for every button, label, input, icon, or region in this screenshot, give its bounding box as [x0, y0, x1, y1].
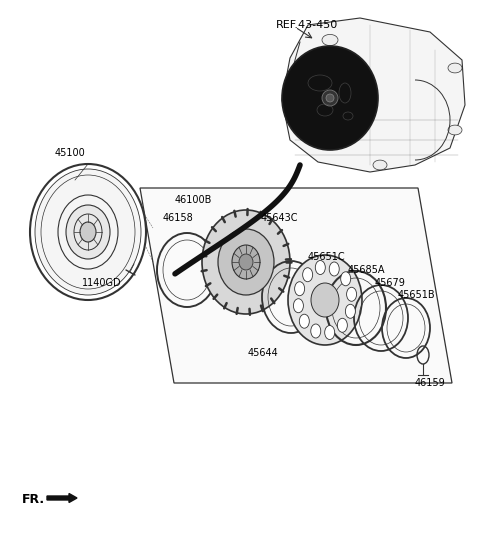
Text: 46158: 46158 [163, 213, 194, 223]
Ellipse shape [326, 94, 334, 102]
Text: FR.: FR. [22, 493, 45, 506]
Polygon shape [140, 188, 452, 383]
Text: 46100B: 46100B [175, 195, 212, 205]
Ellipse shape [322, 90, 338, 106]
Ellipse shape [311, 324, 321, 338]
Ellipse shape [202, 210, 290, 314]
Text: 1140GD: 1140GD [82, 278, 121, 288]
Ellipse shape [329, 262, 339, 276]
Ellipse shape [324, 326, 335, 340]
Ellipse shape [288, 255, 362, 345]
Ellipse shape [282, 46, 378, 150]
Ellipse shape [315, 261, 325, 274]
Text: 45651C: 45651C [308, 252, 346, 262]
Text: 45643C: 45643C [261, 213, 299, 223]
Text: 45685A: 45685A [348, 265, 385, 275]
Text: REF.43-450: REF.43-450 [276, 20, 338, 30]
Ellipse shape [303, 268, 312, 282]
Ellipse shape [346, 304, 355, 318]
Ellipse shape [337, 318, 348, 332]
Ellipse shape [239, 254, 253, 270]
Text: 45679: 45679 [375, 278, 406, 288]
Ellipse shape [218, 229, 274, 295]
Ellipse shape [373, 160, 387, 170]
Ellipse shape [448, 125, 462, 135]
Ellipse shape [311, 283, 339, 317]
Ellipse shape [347, 287, 357, 301]
Ellipse shape [35, 169, 141, 295]
Ellipse shape [341, 272, 351, 286]
Ellipse shape [66, 205, 110, 259]
Ellipse shape [448, 63, 462, 73]
Ellipse shape [322, 35, 338, 45]
Text: 45651B: 45651B [398, 290, 436, 300]
Text: 45100: 45100 [55, 148, 86, 158]
Text: 46159: 46159 [415, 378, 446, 388]
Ellipse shape [232, 245, 260, 279]
FancyArrow shape [47, 493, 77, 503]
Text: 45644: 45644 [248, 348, 279, 358]
Ellipse shape [295, 282, 305, 296]
Polygon shape [282, 18, 465, 172]
Ellipse shape [293, 299, 303, 313]
Ellipse shape [80, 222, 96, 242]
Ellipse shape [300, 314, 309, 328]
